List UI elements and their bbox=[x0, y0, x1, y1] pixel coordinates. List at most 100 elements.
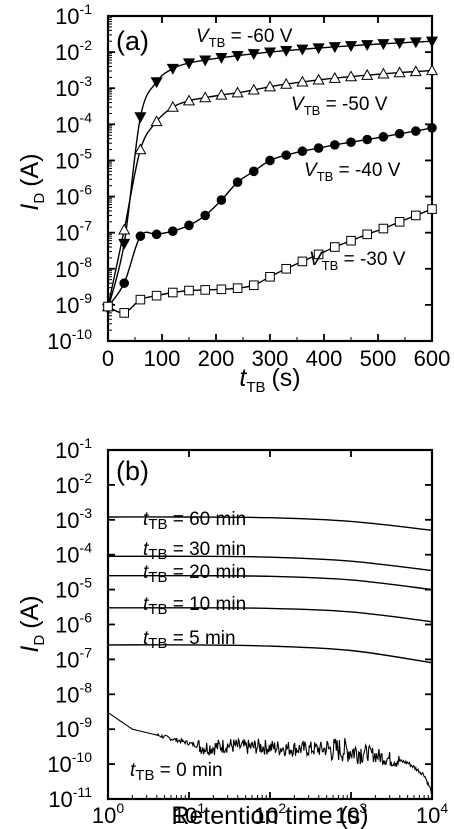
panel-a-data-point bbox=[150, 77, 163, 89]
panel-a-data-point bbox=[394, 128, 405, 139]
panel-a-x-tick-label: 600 bbox=[414, 346, 451, 371]
panel-a-data-point bbox=[328, 42, 341, 54]
panel-a-label-60v: VTB = -60 V bbox=[196, 26, 293, 50]
panel-a-data-point bbox=[103, 301, 113, 312]
panel-a-data-point bbox=[393, 38, 406, 50]
panel-a-data-point bbox=[313, 143, 324, 153]
panel-a-data-point bbox=[281, 263, 291, 274]
panel-a-tag: (a) bbox=[116, 26, 149, 56]
panel-b-y-tick-label: 10-7 bbox=[55, 644, 92, 672]
panel-a-data-point bbox=[297, 146, 308, 157]
panel-a-data-point bbox=[231, 50, 244, 62]
panel-a-data-point bbox=[344, 70, 358, 82]
panel-a-data-point bbox=[134, 112, 147, 124]
panel-a-x-ticks: 0 100 200 300 400 500 600 bbox=[102, 16, 450, 371]
panel-a-data-point bbox=[199, 91, 212, 103]
panel-b-x-tick-label: 102 bbox=[254, 800, 286, 828]
panel-b-y-tick-label: 10-11 bbox=[48, 784, 92, 812]
panel-b-series-line bbox=[107, 574, 433, 591]
panel-a-data-point bbox=[216, 284, 227, 295]
panel-a-x-tick-label: 200 bbox=[198, 346, 235, 371]
panel-a-data-point bbox=[199, 55, 212, 67]
panel-a-data-point bbox=[328, 71, 341, 83]
panel-b-series-line bbox=[107, 555, 433, 572]
panel-a-y-tick-label: 10-7 bbox=[55, 218, 92, 246]
panel-b-y-tick-label: 10-3 bbox=[55, 505, 92, 533]
panel-a-data-point bbox=[150, 115, 163, 127]
panel-b-x-tick-label: 103 bbox=[335, 800, 367, 828]
panel-a-data-point bbox=[425, 36, 439, 48]
panel-a-label-30v: VTB = -30 V bbox=[309, 249, 406, 273]
panel-b-series-line-noisy bbox=[107, 712, 433, 795]
panel-b-series-line bbox=[108, 607, 433, 623]
panel-b-label-30min: tTB = 30 min bbox=[143, 539, 246, 563]
panel-a-data-point bbox=[344, 41, 358, 52]
panel-b-label-10min: tTB = 10 min bbox=[143, 594, 246, 618]
panel-a-label-50v: VTB = -50 V bbox=[291, 94, 388, 118]
panel-a-data-point bbox=[281, 150, 292, 160]
panel-a-x-tick-label: 400 bbox=[306, 346, 343, 371]
panel-a-y-tick-label: 10-8 bbox=[55, 254, 92, 282]
panel-a-data-point bbox=[409, 65, 422, 77]
panel-a-x-title: tTB (s) bbox=[239, 364, 300, 396]
panel-a-data-point bbox=[296, 75, 309, 87]
panel-a-data-point bbox=[378, 223, 389, 234]
panel-a-y-tick-label: 10-3 bbox=[55, 73, 92, 101]
panel-b-y-tick-label: 10-9 bbox=[55, 714, 92, 742]
panel-a-data-point bbox=[232, 283, 243, 293]
panel-a-data-point bbox=[215, 88, 228, 100]
panel-a-data-point bbox=[330, 242, 340, 252]
panel-a-data-point bbox=[263, 47, 277, 59]
panel-a-x-tick-label: 500 bbox=[360, 346, 397, 371]
panel-a-data-point bbox=[330, 140, 340, 150]
panel-a-data-point bbox=[151, 229, 162, 240]
panel-b-y-tick-label: 10-2 bbox=[55, 470, 92, 498]
panel-a-data-point bbox=[427, 204, 437, 214]
panel-b-series-line bbox=[107, 644, 433, 664]
panel-b-y-title: ID(A) bbox=[16, 595, 48, 652]
panel-a-data-point bbox=[346, 137, 356, 148]
panel-a-data-point bbox=[247, 49, 260, 60]
panel-b-y-tick-label: 10-5 bbox=[55, 575, 92, 603]
panel-a-data-point bbox=[134, 143, 147, 155]
panel-b-y-tick-label: 10-1 bbox=[55, 435, 92, 463]
panel-a-x-tick-label: 100 bbox=[144, 346, 181, 371]
panel-b-label-60min: tTB = 60 min bbox=[143, 509, 246, 533]
panel-a-data-point bbox=[119, 308, 130, 318]
panel-b-y-tick-label: 10-6 bbox=[55, 610, 92, 638]
panel-a-data-point bbox=[280, 45, 293, 57]
panel-a-y-tick-label: 10-9 bbox=[55, 290, 92, 318]
panel-a-data-point bbox=[378, 132, 389, 142]
panel-b-y-tick-label: 10-8 bbox=[55, 679, 92, 707]
panel-a-data-point bbox=[296, 44, 309, 56]
panel-a-data-point bbox=[118, 238, 131, 250]
panel-a-data-point bbox=[263, 80, 277, 92]
panel-a-data-point bbox=[362, 229, 372, 240]
panel-b-y-tick-label: 10-4 bbox=[55, 540, 92, 568]
panel-a-data-point bbox=[361, 68, 374, 80]
panel-b-y-ticks: 10-11 10-10 10-9 10-8 10-7 10-6 10-5 10-4 10-3 10… bbox=[47, 435, 432, 812]
panel-a-data-point bbox=[249, 166, 259, 177]
panel-a-y-tick-label: 10-1 bbox=[55, 1, 92, 29]
panel-a: (a) 10-1010-910-810-710-610-510-410-310-… bbox=[16, 1, 450, 396]
panel-a-data-point bbox=[377, 39, 390, 51]
panel-b-x-title: Retention time (s) bbox=[171, 802, 368, 829]
panel-b-x-tick-label: 100 bbox=[92, 800, 124, 828]
panel-a-markers bbox=[101, 36, 439, 318]
panel-a-data-point bbox=[182, 94, 196, 106]
panel-a-data-point bbox=[362, 134, 373, 145]
panel-a-data-point bbox=[232, 177, 243, 187]
panel-a-y-tick-label: 10-10 bbox=[47, 326, 92, 354]
svg-text:ID(A): ID(A) bbox=[16, 153, 48, 210]
panel-a-data-point bbox=[135, 231, 146, 241]
panel-a-data-point bbox=[135, 294, 146, 305]
panel-b-tag: (b) bbox=[116, 456, 149, 486]
panel-a-data-point bbox=[361, 40, 374, 51]
panel-a-data-point bbox=[394, 216, 405, 227]
panel-a-data-point bbox=[393, 66, 406, 78]
panel-b-lines bbox=[107, 516, 433, 795]
panel-a-data-point bbox=[313, 249, 324, 260]
panel-a-data-point bbox=[409, 37, 422, 49]
panel-a-x-tick-label: 300 bbox=[252, 346, 289, 371]
